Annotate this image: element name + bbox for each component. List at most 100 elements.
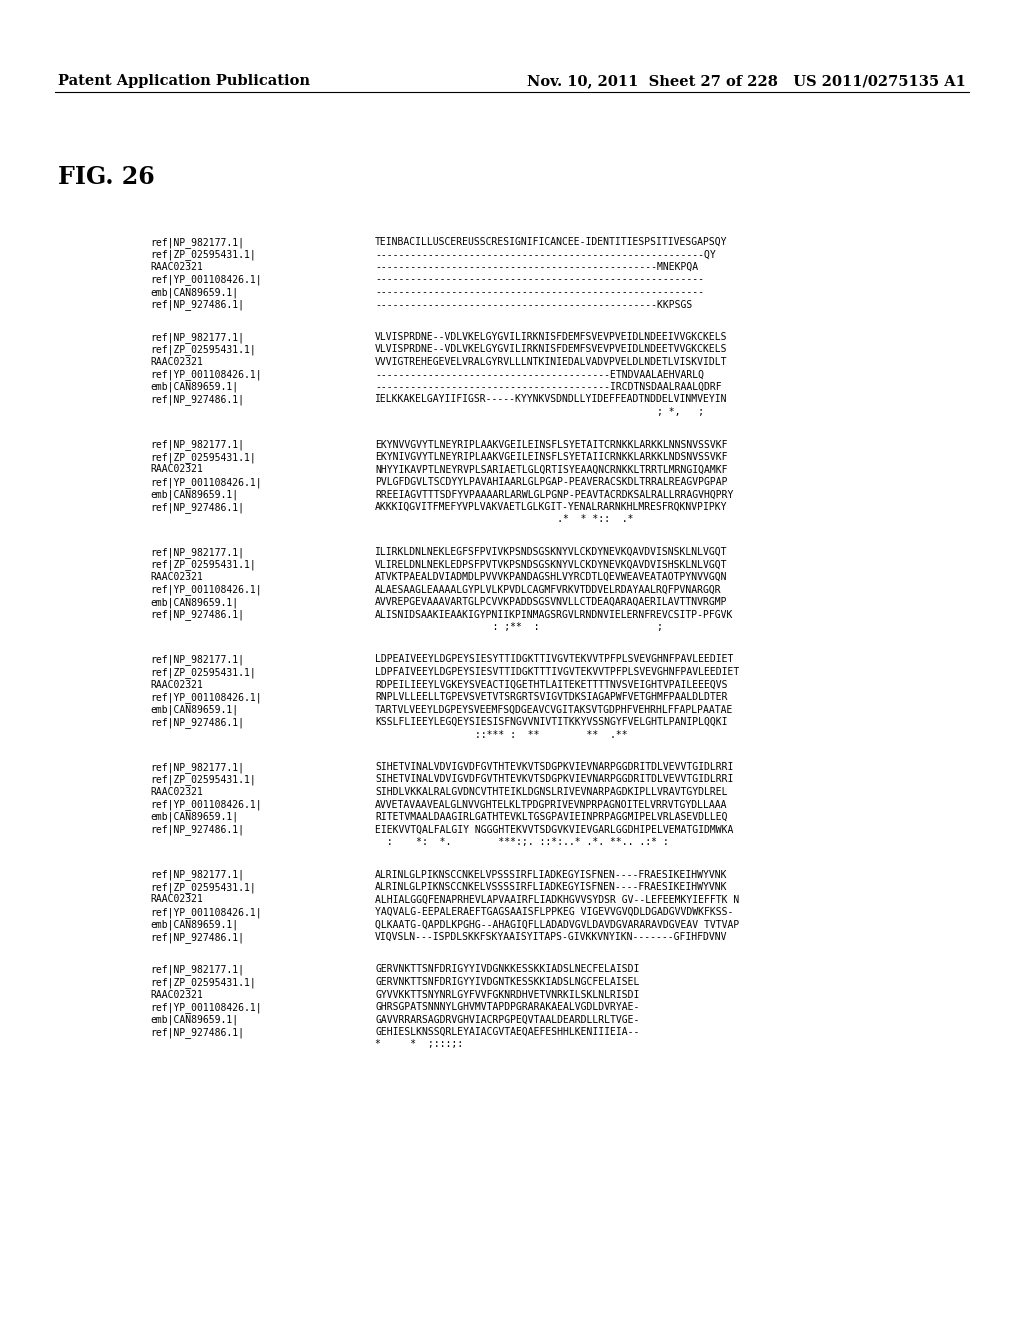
Text: ref|NP_927486.1|: ref|NP_927486.1|	[150, 502, 244, 513]
Text: AKKKIQGVITFMEFYVPLVAKVAETLGLKGIT-YENALRARNKHLMRESFRQKNVPIPKY: AKKKIQGVITFMEFYVPLVAKVAETLGLKGIT-YENALRA…	[375, 502, 727, 512]
Text: ref|NP_982177.1|: ref|NP_982177.1|	[150, 238, 244, 248]
Text: --------------------------------------------------------QY: ----------------------------------------…	[375, 249, 716, 260]
Text: ref|NP_982177.1|: ref|NP_982177.1|	[150, 333, 244, 343]
Text: ALRINLGLPIKNSCCNKELVSSSSIRFLIADKEGYISFNEN----FRAESIKEIHWYVNK: ALRINLGLPIKNSCCNKELVSSSSIRFLIADKEGYISFNE…	[375, 882, 727, 892]
Text: VLVISPRDNE--VDLVKELGYGVILIRKNISFDEMFSVEVPVEIDLNDEETVVGKCKELS: VLVISPRDNE--VDLVKELGYGVILIRKNISFDEMFSVEV…	[375, 345, 727, 355]
Text: ref|NP_982177.1|: ref|NP_982177.1|	[150, 762, 244, 774]
Text: --------------------------------------------------------: ----------------------------------------…	[375, 275, 705, 285]
Text: ref|NP_927486.1|: ref|NP_927486.1|	[150, 932, 244, 942]
Text: emb|CAN89659.1|: emb|CAN89659.1|	[150, 920, 239, 931]
Text: GYVVKKTTSNYNRLGYFVVFGKNRDHVETVNRKILSKLNLRISDI: GYVVKKTTSNYNRLGYFVVFGKNRDHVETVNRKILSKLNL…	[375, 990, 639, 999]
Text: ; *,   ;: ; *, ;	[375, 407, 705, 417]
Text: ref|NP_982177.1|: ref|NP_982177.1|	[150, 870, 244, 880]
Text: FIG. 26: FIG. 26	[58, 165, 155, 189]
Text: ref|NP_927486.1|: ref|NP_927486.1|	[150, 395, 244, 405]
Text: ref|ZP_02595431.1|: ref|ZP_02595431.1|	[150, 249, 256, 260]
Text: LDPFAIVEEYLDGPEYSIESVTTIDGKTTTIVGVTEKVVTPFPLSVEVGHNFPAVLEEDIET: LDPFAIVEEYLDGPEYSIESVTTIDGKTTTIVGVTEKVVT…	[375, 667, 739, 677]
Text: ref|ZP_02595431.1|: ref|ZP_02595431.1|	[150, 451, 256, 463]
Text: ref|ZP_02595431.1|: ref|ZP_02595431.1|	[150, 977, 256, 987]
Text: ----------------------------------------ETNDVAALAEHVARLQ: ----------------------------------------…	[375, 370, 705, 380]
Text: VIQVSLN---ISPDLSKKFSKYAAISYITAPS-GIVKKVNYIKN-------GFIHFDVNV: VIQVSLN---ISPDLSKKFSKYAAISYITAPS-GIVKKVN…	[375, 932, 727, 942]
Text: ref|ZP_02595431.1|: ref|ZP_02595431.1|	[150, 560, 256, 570]
Text: SIHDLVKKALRALGVDNCVTHTEIKLDGNSLRIVEVNARPAGDKIPLLVRAVTGYDLREL: SIHDLVKKALRALGVDNCVTHTEIKLDGNSLRIVEVNARP…	[375, 787, 727, 797]
Text: ALISNIDSAAKIEAAKIGYPNIIKPINMAGSRGVLRNDNVIELERNFREVCSITP-PFGVK: ALISNIDSAAKIEAAKIGYPNIIKPINMAGSRGVLRNDNV…	[375, 610, 733, 619]
Text: ref|ZP_02595431.1|: ref|ZP_02595431.1|	[150, 775, 256, 785]
Text: RNPLVLLEELLTGPEVSVETVTSRGRTSVIGVTDKSIAGAPWFVETGHMFPAALDLDTER: RNPLVLLEELLTGPEVSVETVTSRGRTSVIGVTDKSIAGA…	[375, 692, 727, 702]
Text: RAAC02321: RAAC02321	[150, 895, 203, 904]
Text: TARTVLVEEYLDGPEYSVEEMFSQDGEAVCVGITAKSVTGDPHFVEHRHLFFAPLPAATAE: TARTVLVEEYLDGPEYSVEEMFSQDGEAVCVGITAKSVTG…	[375, 705, 733, 714]
Text: ref|YP_001108426.1|: ref|YP_001108426.1|	[150, 800, 261, 810]
Text: ALRINLGLPIKNSCCNKELVPSSSIRFLIADKEGYISFNEN----FRAESIKEIHWYVNK: ALRINLGLPIKNSCCNKELVPSSSIRFLIADKEGYISFNE…	[375, 870, 727, 879]
Text: ------------------------------------------------KKPSGS: ----------------------------------------…	[375, 300, 692, 309]
Text: emb|CAN89659.1|: emb|CAN89659.1|	[150, 1015, 239, 1026]
Text: ALAESAAGLEAAAALGYPLVLKPVDLCAGMFVRKVTDDVELRDAYAALRQFPVNARGQR: ALAESAAGLEAAAALGYPLVLKPVDLCAGMFVRKVTDDVE…	[375, 585, 722, 594]
Text: KSSLFLIEEYLEGQEYSIESISFNGVVNIVTITKKYVSSNGYFVELGHTLPANIPLQQKI: KSSLFLIEEYLEGQEYSIESISFNGVVNIVTITKKYVSSN…	[375, 717, 727, 727]
Text: ref|NP_927486.1|: ref|NP_927486.1|	[150, 610, 244, 620]
Text: .*  * *::  .*: .* * *:: .*	[375, 515, 634, 524]
Text: RDPEILIEEYLVGKEYSVEACTIQGETHTLAITEKETTTTNVSVEIGHTVPAILEEEQVS: RDPEILIEEYLVGKEYSVEACTIQGETHTLAITEKETTTT…	[375, 680, 727, 689]
Text: ref|NP_982177.1|: ref|NP_982177.1|	[150, 965, 244, 975]
Text: RAAC02321: RAAC02321	[150, 356, 203, 367]
Text: LDPEAIVEEYLDGPEYSIESYTTIDGKTTIVGVTEKVVTPFPLSVEVGHNFPAVLEEDIET: LDPEAIVEEYLDGPEYSIESYTTIDGKTTIVGVTEKVVTP…	[375, 655, 733, 664]
Text: RAAC02321: RAAC02321	[150, 572, 203, 582]
Text: ref|ZP_02595431.1|: ref|ZP_02595431.1|	[150, 345, 256, 355]
Text: ref|YP_001108426.1|: ref|YP_001108426.1|	[150, 692, 261, 704]
Text: ref|NP_982177.1|: ref|NP_982177.1|	[150, 655, 244, 665]
Text: : ;**  :                    ;: : ;** : ;	[375, 622, 663, 632]
Text: ref|YP_001108426.1|: ref|YP_001108426.1|	[150, 907, 261, 917]
Text: RREEIAGVTTTSDFYVPAAAARLARWLGLPGNP-PEAVTACRDKSALRALLRRAGVHQPRY: RREEIAGVTTTSDFYVPAAAARLARWLGLPGNP-PEAVTA…	[375, 490, 733, 499]
Text: ATVKTPAEALDVIADMDLPVVVKPANDAGSHLVYRCDTLQEVWEAVEATAOTPYNVVGQN: ATVKTPAEALDVIADMDLPVVVKPANDAGSHLVYRCDTLQ…	[375, 572, 727, 582]
Text: VLVISPRDNE--VDLVKELGYGVILIRKNISFDEMFSVEVPVEIDLNDEEIVVGKCKELS: VLVISPRDNE--VDLVKELGYGVILIRKNISFDEMFSVEV…	[375, 333, 727, 342]
Text: EKYNIVGVYTLNEYRIPLAAKVGEILEINSFLSYETAIICRNKKLARKKLNDSNVSSVKF: EKYNIVGVYTLNEYRIPLAAKVGEILEINSFLSYETAIIC…	[375, 451, 727, 462]
Text: TEINBACILLUSCEREUSSCRESIGNIFICANCEE-IDENTITIESPSITIVESGAPSQY: TEINBACILLUSCEREUSSCRESIGNIFICANCEE-IDEN…	[375, 238, 727, 247]
Text: ref|NP_927486.1|: ref|NP_927486.1|	[150, 825, 244, 836]
Text: ref|YP_001108426.1|: ref|YP_001108426.1|	[150, 275, 261, 285]
Text: emb|CAN89659.1|: emb|CAN89659.1|	[150, 597, 239, 607]
Text: ref|NP_982177.1|: ref|NP_982177.1|	[150, 440, 244, 450]
Text: --------------------------------------------------------: ----------------------------------------…	[375, 286, 705, 297]
Text: RAAC02321: RAAC02321	[150, 261, 203, 272]
Text: ILIRKLDNLNEKLEGFSFPVIVKPSNDSGSKNYVLCKDYNEVKQAVDVISNSKLNLVGQT: ILIRKLDNLNEKLEGFSFPVIVKPSNDSGSKNYVLCKDYN…	[375, 546, 727, 557]
Text: ref|ZP_02595431.1|: ref|ZP_02595431.1|	[150, 667, 256, 678]
Text: Nov. 10, 2011  Sheet 27 of 228   US 2011/0275135 A1: Nov. 10, 2011 Sheet 27 of 228 US 2011/02…	[527, 74, 966, 88]
Text: ref|ZP_02595431.1|: ref|ZP_02595431.1|	[150, 882, 256, 892]
Text: QLKAATG-QAPDLKPGHG--AHAGIQFLLADADVGVLDAVDGVARARAVDGVEAV TVTVAP: QLKAATG-QAPDLKPGHG--AHAGIQFLLADADVGVLDAV…	[375, 920, 739, 929]
Text: AVVREPGEVAAAVARTGLPCVVKPADDSGSVNVLLCTDEAQARAQAERILAVTTNVRGMP: AVVREPGEVAAAVARTGLPCVVKPADDSGSVNVLLCTDEA…	[375, 597, 727, 607]
Text: ------------------------------------------------MNEKPQA: ----------------------------------------…	[375, 261, 698, 272]
Text: emb|CAN89659.1|: emb|CAN89659.1|	[150, 286, 239, 297]
Text: ::*** :  **        **  .**: ::*** : ** ** .**	[375, 730, 628, 739]
Text: ref|YP_001108426.1|: ref|YP_001108426.1|	[150, 1002, 261, 1012]
Text: RITETVMAALDAAGIRLGATHTEVKLTGSGPAVIEINPRPAGGMIPELVRLASEVDLLEQ: RITETVMAALDAAGIRLGATHTEVKLTGSGPAVIEINPRP…	[375, 812, 727, 822]
Text: AVVETAVAAVEALGLNVVGHTELKLTPDGPRIVEVNPRPAGNOITELVRRVTGYDLLAAA: AVVETAVAAVEALGLNVVGHTELKLTPDGPRIVEVNPRPA…	[375, 800, 727, 809]
Text: ----------------------------------------IRCDTNSDAALRAALQDRF: ----------------------------------------…	[375, 381, 722, 392]
Text: Patent Application Publication: Patent Application Publication	[58, 74, 310, 88]
Text: RAAC02321: RAAC02321	[150, 680, 203, 689]
Text: ref|YP_001108426.1|: ref|YP_001108426.1|	[150, 585, 261, 595]
Text: EKYNVVGVYTLNEYRIPLAAKVGEILEINSFLSYETAITCRNKKLARKKLNNSNVSSVKF: EKYNVVGVYTLNEYRIPLAAKVGEILEINSFLSYETAITC…	[375, 440, 727, 450]
Text: SIHETVINALVDVIGVDFGVTHTEVKVTSDGPKVIEVNARPGGDRITDLVEVVTGIDLRRI: SIHETVINALVDVIGVDFGVTHTEVKVTSDGPKVIEVNAR…	[375, 762, 733, 772]
Text: ref|NP_927486.1|: ref|NP_927486.1|	[150, 717, 244, 727]
Text: ALHIALGGQFENAPRHEVLAPVAAIRFLIADKHGVVSYDSR GV--LEFEEMKYIEFFTK N: ALHIALGGQFENAPRHEVLAPVAAIRFLIADKHGVVSYDS…	[375, 895, 739, 904]
Text: PVLGFDGVLTSCDYYLPAVAHIAARLGLPGAP-PEAVERACSKDLTRRALREAGVPGPAP: PVLGFDGVLTSCDYYLPAVAHIAARLGLPGAP-PEAVERA…	[375, 477, 727, 487]
Text: ref|YP_001108426.1|: ref|YP_001108426.1|	[150, 370, 261, 380]
Text: emb|CAN89659.1|: emb|CAN89659.1|	[150, 381, 239, 392]
Text: GHRSGPATSNNNYLGHVMVTAPDPGRARAKAEALVGDLDVRYAE-: GHRSGPATSNNNYLGHVMVTAPDPGRARAKAEALVGDLDV…	[375, 1002, 639, 1012]
Text: emb|CAN89659.1|: emb|CAN89659.1|	[150, 812, 239, 822]
Text: *     *  ;:::;:: * * ;:::;:	[375, 1040, 651, 1049]
Text: emb|CAN89659.1|: emb|CAN89659.1|	[150, 490, 239, 500]
Text: VVVIGTREHEGEVELVRALGYRVLLLNTKINIEDALVADVPVELDLNDETLVISKVIDLT: VVVIGTREHEGEVELVRALGYRVLLLNTKINIEDALVADV…	[375, 356, 727, 367]
Text: EIEKVVTQALFALGIY NGGGHTEKVVTSDGVKVIEVGARLGGDHIPELVEMATGIDMWKA: EIEKVVTQALFALGIY NGGGHTEKVVTSDGVKVIEVGAR…	[375, 825, 733, 834]
Text: emb|CAN89659.1|: emb|CAN89659.1|	[150, 705, 239, 715]
Text: VLIRELDNLNEKLEDPSFPVTVKPSNDSGSKNYVLCKDYNEVKQAVDVISHSKLNLVGQT: VLIRELDNLNEKLEDPSFPVTVKPSNDSGSKNYVLCKDYN…	[375, 560, 727, 569]
Text: ref|NP_927486.1|: ref|NP_927486.1|	[150, 300, 244, 310]
Text: RAAC02321: RAAC02321	[150, 465, 203, 474]
Text: GEHIESLKNSSQRLEYAIACGVTAEQAEFESHHLKENIIIEIA--: GEHIESLKNSSQRLEYAIACGVTAEQAEFESHHLKENIII…	[375, 1027, 639, 1038]
Text: ref|YP_001108426.1|: ref|YP_001108426.1|	[150, 477, 261, 488]
Text: ref|NP_982177.1|: ref|NP_982177.1|	[150, 546, 244, 558]
Text: RAAC02321: RAAC02321	[150, 787, 203, 797]
Text: SIHETVINALVDVIGVDFGVTHTEVKVTSDGPKVIEVNARPGGDRITDLVEVVTGIDLRRI: SIHETVINALVDVIGVDFGVTHTEVKVTSDGPKVIEVNAR…	[375, 775, 733, 784]
Text: IELKKAKELGAYIIFIGSR-----KYYNKVSDNDLLYIDEFFEADTNDDELVINMVEYIN: IELKKAKELGAYIIFIGSR-----KYYNKVSDNDLLYIDE…	[375, 395, 727, 404]
Text: GERVNKTTSNFDRIGYYIVDGNKKESSKKIADSLNECFELAISDI: GERVNKTTSNFDRIGYYIVDGNKKESSKKIADSLNECFEL…	[375, 965, 639, 974]
Text: ref|NP_927486.1|: ref|NP_927486.1|	[150, 1027, 244, 1038]
Text: YAQVALG-EEPALERAEFTGAGSAAISFLPPKEG VIGEVVGVQDLDGADGVVDWKFKSS-: YAQVALG-EEPALERAEFTGAGSAAISFLPPKEG VIGEV…	[375, 907, 733, 917]
